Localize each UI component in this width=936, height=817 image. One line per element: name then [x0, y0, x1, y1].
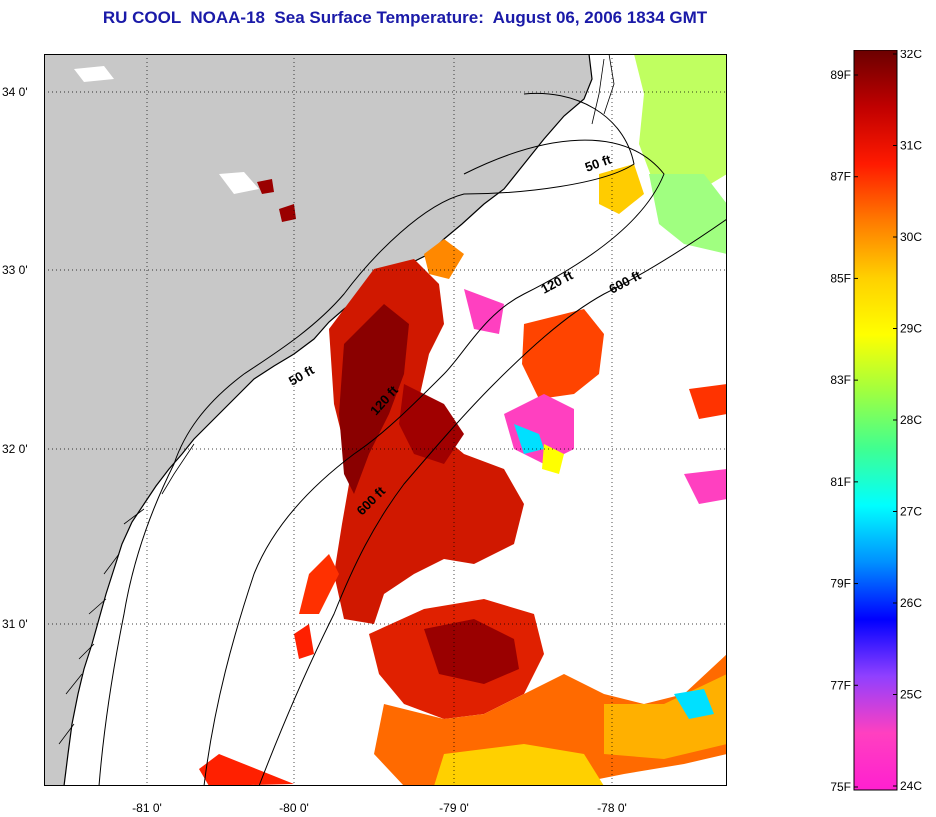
lon-label-81: -81 0' — [132, 801, 162, 815]
colorbar-fahrenheit-label: 89F — [830, 68, 851, 82]
isobath-50ft — [98, 92, 635, 786]
colorbar-celsius-label: 25C — [900, 688, 922, 702]
lat-label-33: 33 0' — [2, 263, 28, 277]
estuary-lines — [58, 54, 615, 745]
lon-label-80: -80 0' — [279, 801, 309, 815]
colorbar-fahrenheit-label: 83F — [830, 373, 851, 387]
isobath-600ft — [258, 218, 727, 786]
colorbar-gradient — [853, 50, 898, 791]
colorbar-celsius-label: 26C — [900, 596, 922, 610]
colorbar-celsius-label: 31C — [900, 139, 922, 153]
isobath-120ft — [203, 139, 665, 786]
map-axes: 34 0' 33 0' 32 0' 31 0' -81 0' -80 0' -7… — [2, 85, 627, 815]
lon-label-78: -78 0' — [597, 801, 627, 815]
colorbar-celsius-label: 28C — [900, 413, 922, 427]
colorbar-celsius-label: 24C — [900, 779, 922, 793]
colorbar: 32C 31C 30C 29C 28C 27C 26C 25C 24C 89F 87F 85F 83F 8… — [830, 50, 922, 794]
colorbar-celsius-label: 27C — [900, 505, 922, 519]
lat-label-34: 34 0' — [2, 85, 28, 99]
coastline — [63, 54, 593, 786]
colorbar-fahrenheit-label: 77F — [830, 678, 851, 692]
lat-label-32: 32 0' — [2, 442, 28, 456]
map-frame — [44, 54, 727, 786]
lat-label-31: 31 0' — [2, 617, 28, 631]
map-title: RU COOL NOAA-18 Sea Surface Temperature:… — [102, 8, 708, 27]
colorbar-fahrenheit-label: 85F — [830, 271, 851, 285]
colorbar-fahrenheit-label: 81F — [830, 475, 851, 489]
colorbar-fahrenheit-label: 75F — [830, 780, 851, 794]
isobaths — [98, 92, 727, 786]
colorbar-celsius-label: 32C — [900, 50, 922, 61]
colorbar-fahrenheit-label: 79F — [830, 577, 851, 591]
sst-map: 50 ft 120 ft 600 ft 50 ft 120 ft 600 ft — [44, 54, 727, 786]
colorbar-celsius-label: 29C — [900, 322, 922, 336]
lon-label-79: -79 0' — [439, 801, 469, 815]
land — [44, 54, 592, 786]
colorbar-fahrenheit-label: 87F — [830, 170, 851, 184]
colorbar-celsius-label: 30C — [900, 230, 922, 244]
sst-field — [74, 54, 727, 786]
